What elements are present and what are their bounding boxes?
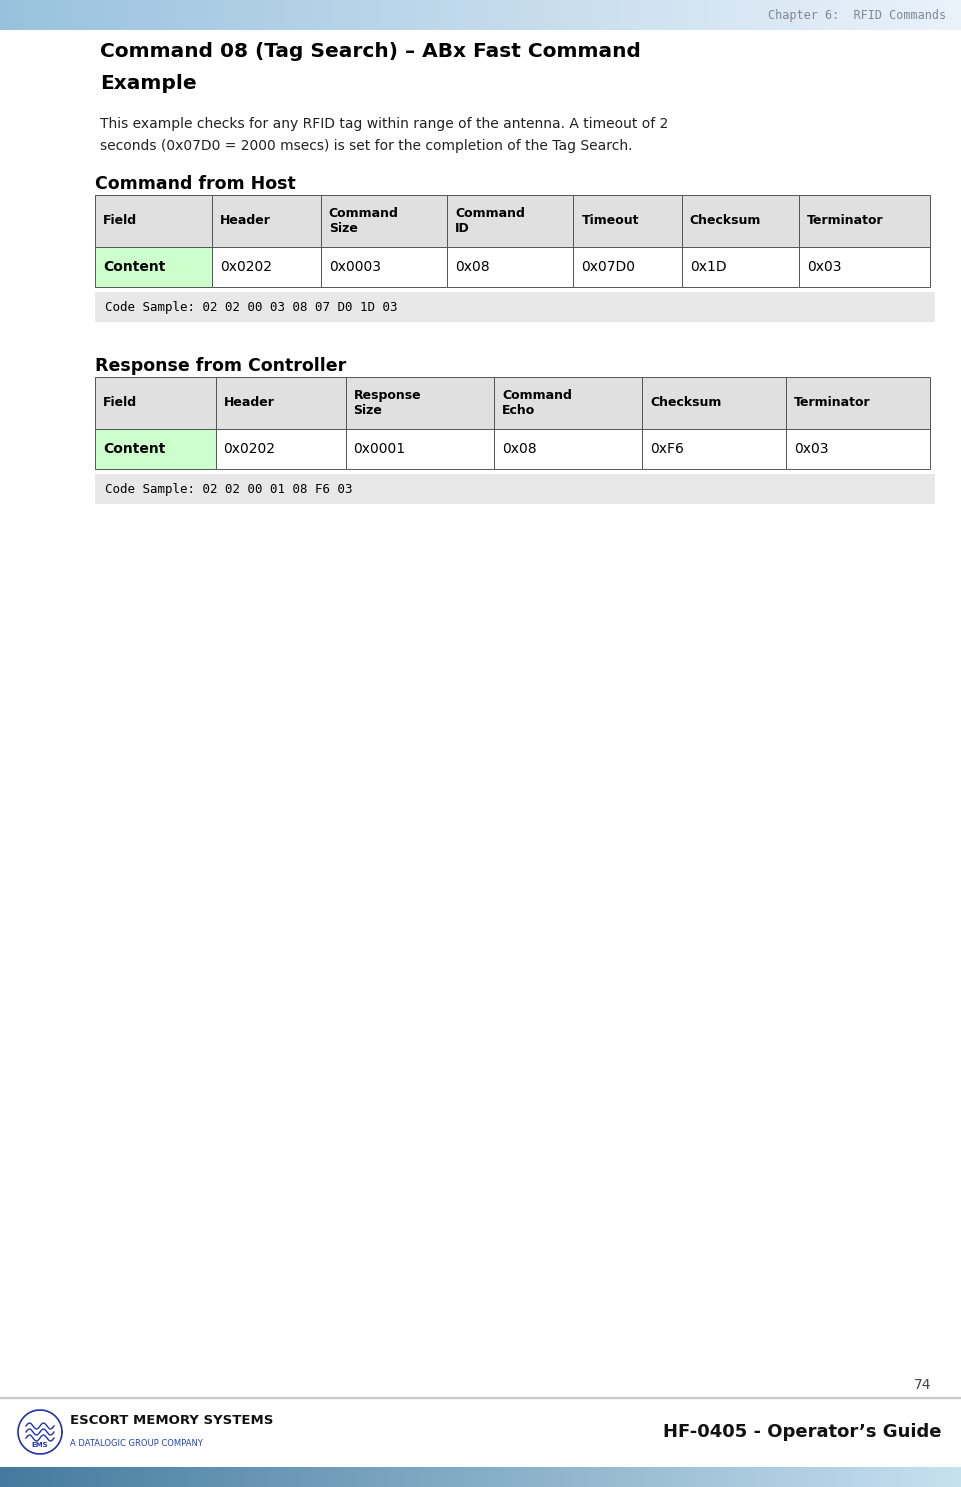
Bar bbox=[95, 378, 215, 430]
Text: Chapter 6:  RFID Commands: Chapter 6: RFID Commands bbox=[768, 9, 946, 21]
Text: 0x03: 0x03 bbox=[794, 442, 828, 457]
Bar bbox=[212, 247, 321, 287]
Text: Field: Field bbox=[103, 397, 137, 409]
Text: Content: Content bbox=[103, 442, 165, 457]
Text: This example checks for any RFID tag within range of the antenna. A timeout of 2: This example checks for any RFID tag wit… bbox=[100, 117, 668, 131]
Bar bbox=[95, 247, 212, 287]
Text: Response from Controller: Response from Controller bbox=[95, 357, 346, 375]
Text: HF-0405 - Operator’s Guide: HF-0405 - Operator’s Guide bbox=[662, 1423, 941, 1441]
Bar bbox=[786, 430, 930, 468]
Bar bbox=[642, 378, 786, 430]
Bar bbox=[447, 247, 574, 287]
Text: Code Sample: 02 02 00 01 08 F6 03: Code Sample: 02 02 00 01 08 F6 03 bbox=[105, 482, 353, 495]
Bar bbox=[642, 430, 786, 468]
Bar bbox=[215, 430, 346, 468]
Text: Field: Field bbox=[103, 214, 137, 228]
Text: 74: 74 bbox=[914, 1378, 931, 1392]
Text: 0x08: 0x08 bbox=[502, 442, 536, 457]
Bar bbox=[95, 195, 212, 247]
Text: Command
Echo: Command Echo bbox=[502, 388, 572, 418]
Text: Command 08 (Tag Search) – ABx Fast Command: Command 08 (Tag Search) – ABx Fast Comma… bbox=[100, 42, 641, 61]
Bar bbox=[494, 378, 642, 430]
Bar bbox=[800, 247, 930, 287]
Bar bbox=[321, 195, 447, 247]
Text: Checksum: Checksum bbox=[651, 397, 722, 409]
Text: 0xF6: 0xF6 bbox=[651, 442, 684, 457]
Text: 0x0001: 0x0001 bbox=[354, 442, 406, 457]
Bar bbox=[346, 430, 494, 468]
Text: 0x03: 0x03 bbox=[807, 260, 842, 274]
Text: 0x0202: 0x0202 bbox=[224, 442, 276, 457]
Bar bbox=[574, 247, 681, 287]
Bar bbox=[681, 195, 800, 247]
Text: Header: Header bbox=[220, 214, 271, 228]
Text: ESCORT MEMORY SYSTEMS: ESCORT MEMORY SYSTEMS bbox=[70, 1414, 273, 1428]
Bar bbox=[95, 291, 935, 323]
Text: Timeout: Timeout bbox=[581, 214, 639, 228]
Text: Code Sample: 02 02 00 03 08 07 D0 1D 03: Code Sample: 02 02 00 03 08 07 D0 1D 03 bbox=[105, 300, 398, 314]
Text: 0x08: 0x08 bbox=[456, 260, 490, 274]
Text: Command
Size: Command Size bbox=[329, 207, 399, 235]
Text: Example: Example bbox=[100, 74, 197, 94]
Polygon shape bbox=[18, 1410, 62, 1454]
Text: Terminator: Terminator bbox=[794, 397, 871, 409]
Text: 0x1D: 0x1D bbox=[690, 260, 727, 274]
Text: EMS: EMS bbox=[32, 1442, 48, 1448]
Text: seconds (0x07D0 = 2000 msecs) is set for the completion of the Tag Search.: seconds (0x07D0 = 2000 msecs) is set for… bbox=[100, 138, 632, 153]
Bar bbox=[95, 430, 215, 468]
Text: Content: Content bbox=[103, 260, 165, 274]
Bar bbox=[786, 378, 930, 430]
Bar bbox=[321, 247, 447, 287]
Text: 0x0003: 0x0003 bbox=[329, 260, 381, 274]
Bar bbox=[447, 195, 574, 247]
Bar bbox=[681, 247, 800, 287]
Bar bbox=[95, 474, 935, 504]
Text: 0x0202: 0x0202 bbox=[220, 260, 272, 274]
Text: A DATALOGIC GROUP COMPANY: A DATALOGIC GROUP COMPANY bbox=[70, 1438, 203, 1447]
Bar bbox=[494, 430, 642, 468]
Text: Header: Header bbox=[224, 397, 275, 409]
Text: Command from Host: Command from Host bbox=[95, 175, 296, 193]
Bar bbox=[215, 378, 346, 430]
Bar bbox=[800, 195, 930, 247]
Text: Terminator: Terminator bbox=[807, 214, 884, 228]
Bar bbox=[574, 195, 681, 247]
Text: Response
Size: Response Size bbox=[354, 388, 421, 418]
Bar bbox=[346, 378, 494, 430]
Bar bbox=[212, 195, 321, 247]
Text: Checksum: Checksum bbox=[690, 214, 761, 228]
Text: 0x07D0: 0x07D0 bbox=[581, 260, 635, 274]
Text: Command
ID: Command ID bbox=[456, 207, 525, 235]
